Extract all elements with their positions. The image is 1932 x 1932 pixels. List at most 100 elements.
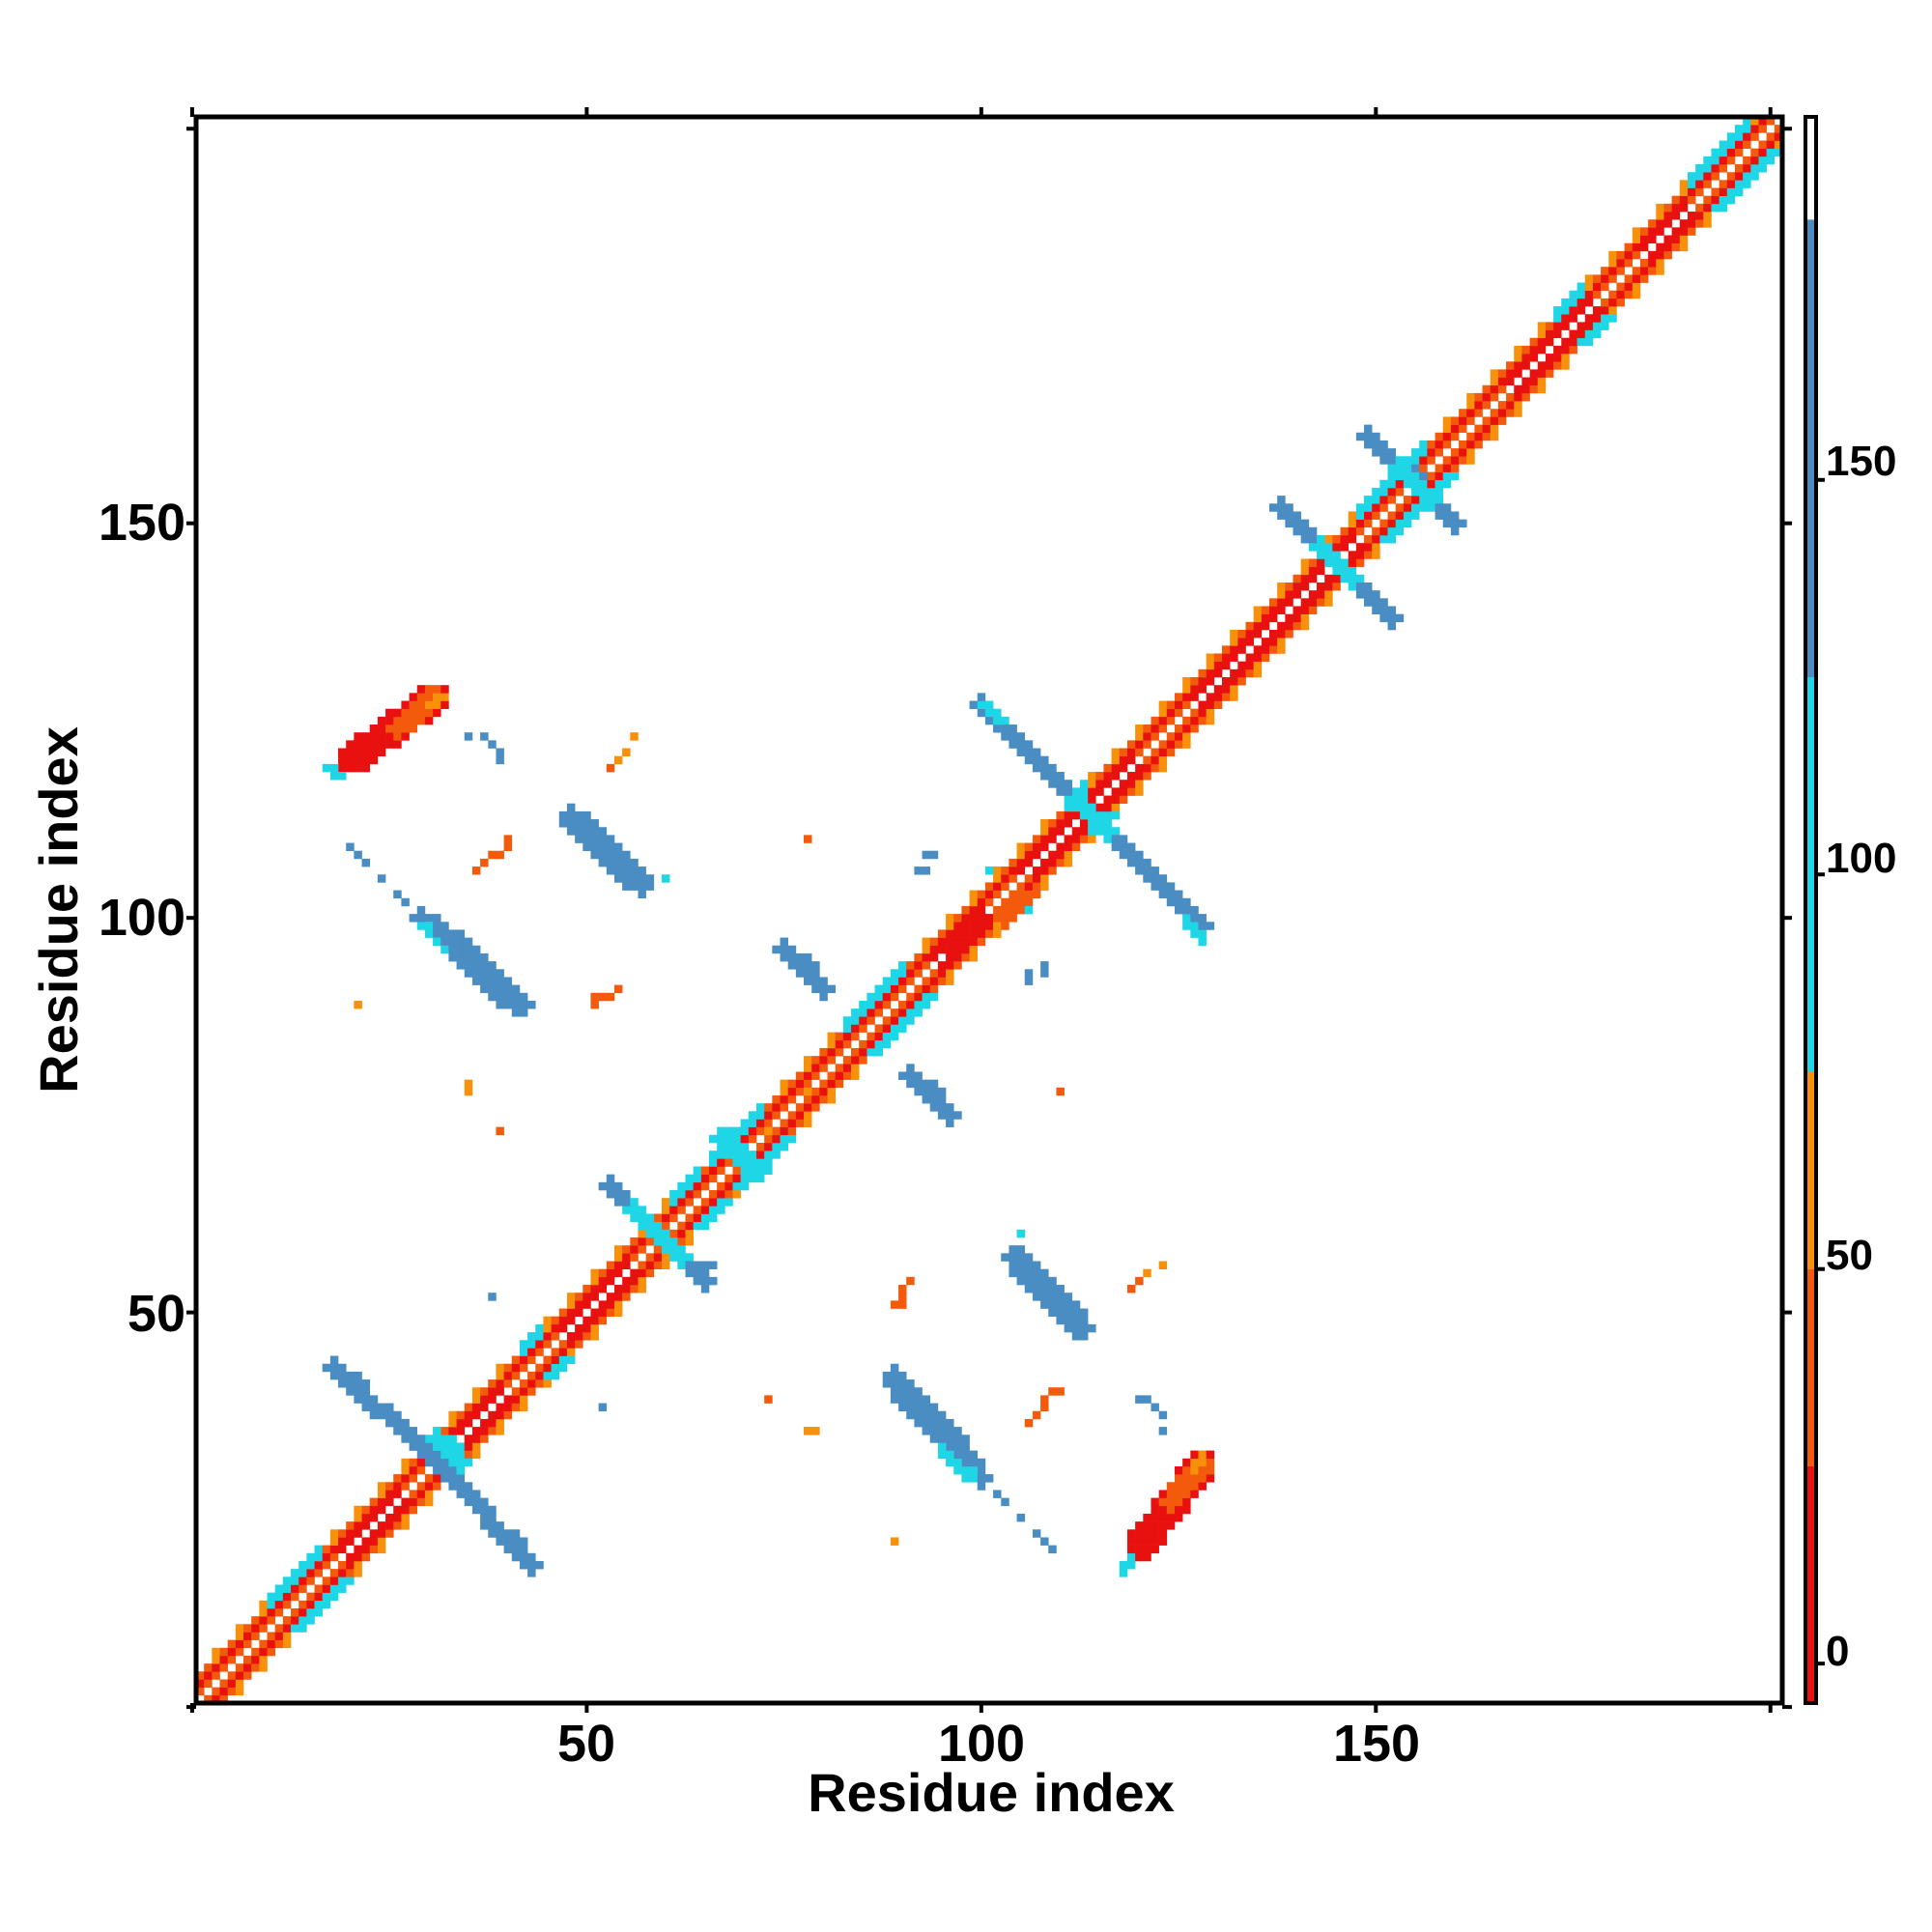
heatmap-cell: [1671, 195, 1681, 205]
heatmap-cell: [1474, 392, 1483, 402]
heatmap-cell: [898, 1024, 907, 1033]
heatmap-cell: [535, 1340, 544, 1349]
heatmap-cell: [906, 1379, 915, 1388]
heatmap-cell: [1324, 582, 1333, 591]
heatmap-cell: [1135, 850, 1144, 860]
heatmap-cell: [1435, 487, 1444, 497]
heatmap-cell: [1459, 416, 1467, 425]
heatmap-cell: [1624, 282, 1634, 292]
heatmap-cell: [1009, 897, 1017, 907]
heatmap-cell: [575, 1340, 583, 1349]
heatmap-cell: [613, 755, 623, 765]
heatmap-cell: [1419, 487, 1428, 497]
heatmap-cell: [424, 922, 434, 930]
heatmap-cell: [827, 1047, 836, 1057]
heatmap-cell: [827, 1071, 836, 1080]
heatmap-cell: [795, 1119, 805, 1127]
heatmap-cell: [977, 708, 986, 718]
heatmap-cell: [1632, 267, 1641, 275]
heatmap-cell: [1372, 598, 1380, 607]
heatmap-cell: [851, 1032, 860, 1041]
heatmap-cell: [575, 810, 583, 820]
heatmap-cell: [1253, 645, 1263, 654]
heatmap-cell: [1317, 534, 1325, 544]
heatmap-cell: [804, 1071, 812, 1080]
heatmap-cell: [1466, 440, 1475, 449]
heatmap-cell: [409, 1497, 418, 1507]
heatmap-cell: [1032, 882, 1041, 891]
heatmap-cell: [1198, 922, 1207, 930]
heatmap-cell: [354, 1545, 362, 1554]
heatmap-cell: [1308, 566, 1318, 576]
heatmap-cell: [937, 945, 947, 954]
heatmap-cell: [748, 1126, 757, 1136]
heatmap-cell: [274, 1632, 284, 1640]
heatmap-cell: [1293, 606, 1301, 614]
heatmap-cell: [393, 890, 402, 899]
heatmap-cell: [961, 922, 970, 930]
heatmap-cell: [1293, 511, 1301, 520]
heatmap-cell: [993, 708, 1002, 718]
heatmap-cell: [503, 1395, 513, 1404]
heatmap-cell: [1656, 242, 1664, 252]
heatmap-cell: [1332, 543, 1341, 552]
heatmap-cell: [874, 992, 884, 1002]
heatmap-cell: [440, 685, 449, 694]
heatmap-cell: [645, 1229, 655, 1238]
heatmap-cell: [338, 1577, 347, 1585]
heatmap-cell: [993, 867, 1002, 875]
heatmap-cell: [1135, 724, 1144, 733]
heatmap-cell: [543, 1371, 552, 1380]
heatmap-cell: [1024, 1268, 1034, 1278]
heatmap-cell: [1024, 740, 1034, 749]
heatmap-cell: [1174, 700, 1183, 709]
heatmap-cell: [1442, 424, 1452, 434]
heatmap-cell: [1198, 937, 1207, 947]
heatmap-cell: [740, 1126, 750, 1136]
heatmap-cell: [488, 850, 497, 860]
heatmap-cell: [1158, 1529, 1168, 1538]
heatmap-cell: [1624, 250, 1634, 260]
heatmap-cell: [369, 1545, 379, 1554]
heatmap-cell: [1758, 156, 1767, 165]
heatmap-cell: [306, 1607, 315, 1617]
heatmap-cell: [1616, 267, 1625, 275]
heatmap-cell: [890, 1032, 899, 1041]
heatmap-cell: [1379, 487, 1388, 497]
heatmap-cell: [709, 1261, 718, 1269]
heatmap-cell: [613, 842, 623, 852]
heatmap-cell: [1230, 677, 1238, 686]
heatmap-cell: [717, 1198, 725, 1207]
heatmap-cell: [1743, 140, 1751, 149]
heatmap-cell: [519, 1560, 528, 1570]
heatmap-cell: [906, 1009, 915, 1017]
heatmap-cell: [566, 819, 576, 828]
heatmap-cell: [1064, 1308, 1073, 1318]
heatmap-cell: [953, 1435, 962, 1443]
heatmap-cell: [496, 1418, 504, 1428]
heatmap-cell: [1364, 598, 1373, 607]
heatmap-cell: [613, 1300, 623, 1309]
heatmap-cell: [424, 1497, 434, 1507]
heatmap-cell: [448, 1465, 457, 1475]
heatmap-cell: [385, 716, 394, 725]
heatmap-cell: [606, 1174, 615, 1183]
heatmap-cell: [1206, 1458, 1215, 1467]
heatmap-cell: [1561, 345, 1570, 355]
heatmap-cell: [1553, 306, 1562, 315]
heatmap-cell: [1119, 795, 1128, 805]
heatmap-cell: [1608, 267, 1617, 275]
heatmap-cell: [898, 984, 907, 994]
heatmap-cell: [819, 1056, 828, 1065]
heatmap-cell: [1143, 732, 1151, 741]
heatmap-cell: [898, 961, 907, 970]
heatmap-cell: [385, 1513, 394, 1522]
heatmap-cell: [377, 1497, 386, 1507]
heatmap-cell: [953, 1427, 962, 1435]
heatmap-cell: [314, 1607, 324, 1617]
heatmap-cell: [732, 1174, 741, 1183]
heatmap-cell: [1111, 842, 1121, 852]
heatmap-cell: [1340, 526, 1349, 536]
heatmap-cell: [471, 969, 481, 978]
heatmap-cell: [1372, 487, 1380, 497]
